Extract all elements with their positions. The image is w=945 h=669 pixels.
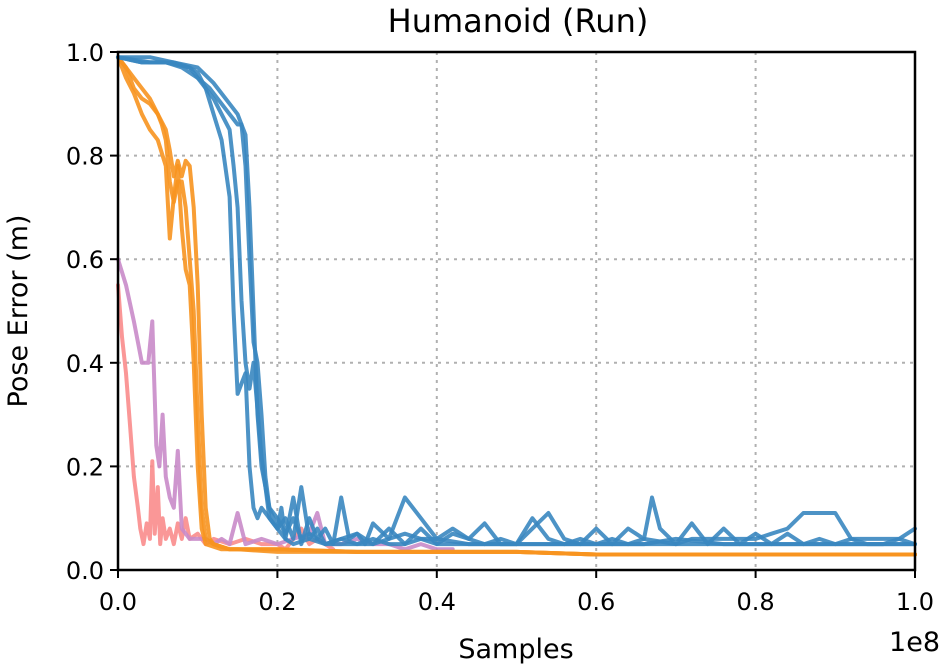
x-tick-labels: 0.0 0.2 0.4 0.6 0.8 1.0 [99, 588, 934, 616]
series-line-8 [116, 55, 917, 547]
series-line-4 [116, 55, 917, 557]
grid-lines [118, 52, 915, 570]
series-line-1 [116, 283, 336, 552]
series-line-9 [116, 55, 917, 547]
series-line-3 [116, 55, 917, 557]
y-tick-label: 0.4 [66, 350, 104, 378]
y-tick-label: 0.0 [66, 557, 104, 585]
chart-title: Humanoid (Run) [388, 2, 649, 40]
plot-frame [116, 50, 917, 572]
x-axis-label: Samples [458, 634, 573, 665]
axis-ticks [110, 51, 916, 578]
x-tick-label: 0.6 [577, 588, 615, 616]
y-tick-label: 1.0 [66, 39, 104, 67]
y-axis-label: Pose Error (m) [3, 215, 34, 408]
series-group [116, 55, 917, 557]
series-line-7 [116, 55, 917, 547]
y-tick-label: 0.2 [66, 453, 104, 481]
x-tick-label: 1.0 [896, 588, 934, 616]
y-tick-label: 0.6 [66, 246, 104, 274]
series-line-5 [116, 55, 917, 557]
x-offset-text: 1e8 [889, 627, 940, 658]
y-tick-labels: 0.0 0.2 0.4 0.6 0.8 1.0 [66, 39, 104, 585]
series-line-6 [116, 55, 917, 547]
x-tick-label: 0.4 [418, 588, 456, 616]
x-tick-label: 0.2 [258, 588, 296, 616]
x-tick-label: 0.8 [737, 588, 775, 616]
x-tick-label: 0.0 [99, 588, 137, 616]
y-tick-label: 0.8 [66, 143, 104, 171]
